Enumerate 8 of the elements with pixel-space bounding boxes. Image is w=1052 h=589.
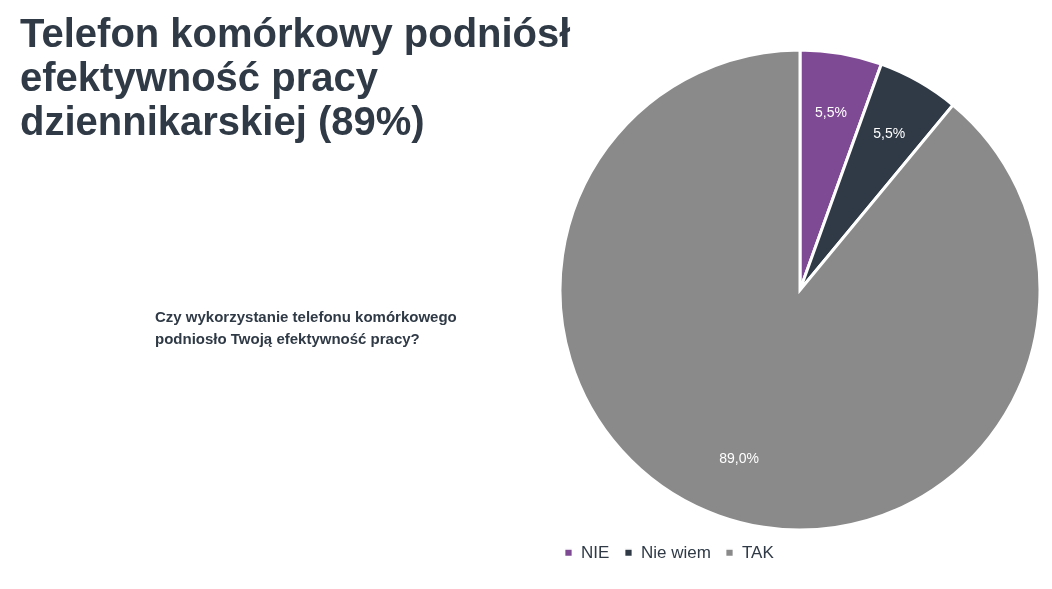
chart-title: Telefon komórkowy podniósł efektywność pracy dziennikarskiej (89%): [20, 11, 571, 143]
text: Czy wykorzystanie telefonu komórkowego podniosło Twoją efektywność pracy?: [155, 308, 457, 347]
legend-label: TAK: [742, 542, 775, 562]
data-label: 89,0%: [719, 450, 759, 467]
legend-label: Nie wiem: [641, 542, 711, 562]
data-label: 5,5%: [873, 124, 906, 141]
data-label: 5,5%: [814, 103, 847, 120]
legend-label: NIE: [581, 542, 610, 562]
